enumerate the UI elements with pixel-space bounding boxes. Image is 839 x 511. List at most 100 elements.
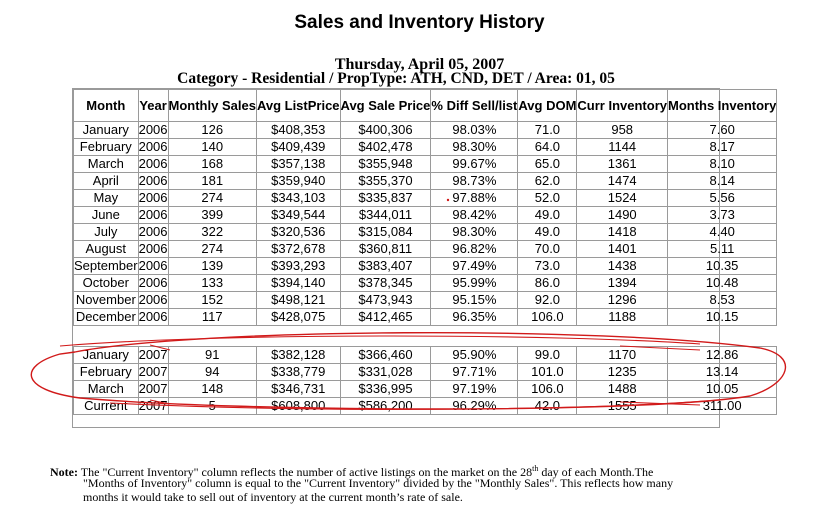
table-cell: 1235	[576, 363, 668, 381]
table-cell: $359,940	[255, 172, 341, 190]
column-header: Month	[73, 89, 139, 122]
table-cell: 1524	[576, 189, 668, 207]
table-row: September 2006 139 $393,293 $383,407 97.49% 73…	[73, 257, 778, 275]
table-cell: 98.73%	[430, 172, 519, 190]
table-cell: 99.67%	[430, 155, 519, 173]
table-cell: November	[73, 291, 139, 309]
table-cell: 96.82%	[430, 240, 519, 258]
table-cell: 140	[167, 138, 257, 156]
table-cell: 10.35	[666, 257, 778, 275]
table-cell: 96.29%	[430, 397, 519, 415]
table-cell: 86.0	[517, 274, 578, 292]
table-cell: 94	[167, 363, 257, 381]
table-cell: 2007	[137, 363, 169, 381]
table-cell: 65.0	[517, 155, 578, 173]
table-cell: January	[73, 346, 139, 364]
table-spacer	[73, 325, 777, 347]
table-cell: 4.40	[666, 223, 778, 241]
table-cell: $366,460	[339, 346, 432, 364]
table-cell: February	[73, 138, 139, 156]
table-cell: $408,353	[255, 121, 341, 139]
table-cell: 1418	[576, 223, 668, 241]
table-cell: $336,995	[339, 380, 432, 398]
table-cell: 70.0	[517, 240, 578, 258]
table-cell: 1170	[576, 346, 668, 364]
table-cell: 8.14	[666, 172, 778, 190]
table-cell: 117	[167, 308, 257, 326]
table-cell: 274	[167, 240, 257, 258]
category-line: Category - Residential / PropType: ATH, …	[177, 70, 615, 87]
page-title: Sales and Inventory History	[294, 12, 545, 33]
table-cell: June	[73, 206, 139, 224]
table-cell: $394,140	[255, 274, 341, 292]
inventory-table-frame: Month Year Monthly Sales Avg ListPrice Avg S…	[72, 88, 778, 428]
note-line3: months it would take to sell out of inve…	[83, 490, 463, 504]
table-cell: 3.73	[666, 206, 778, 224]
table-row: Current 2007 5 $608,800 $586,200 96.29% 42.0 15…	[73, 397, 778, 415]
table-cell: 101.0	[517, 363, 578, 381]
table-cell: 49.0	[517, 206, 578, 224]
table-cell: May	[73, 189, 139, 207]
table-cell: 2006	[137, 172, 169, 190]
table-cell: 2006	[137, 291, 169, 309]
table-cell: 1555	[576, 397, 668, 415]
table-cell: 106.0	[517, 308, 578, 326]
table-cell: September	[73, 257, 139, 275]
table-cell: 10.15	[666, 308, 778, 326]
table-cell: 168	[167, 155, 257, 173]
table-cell: 98.30%	[430, 223, 519, 241]
column-header: Year	[137, 89, 169, 122]
table-cell: 42.0	[517, 397, 578, 415]
table-cell: $382,128	[255, 346, 341, 364]
column-header: Curr Inventory	[576, 89, 668, 122]
table-row: August 2006 274 $372,678 $360,811 96.82% 70.0 1…	[73, 240, 778, 258]
table-body-2007: January 2007 91 $382,128 $366,460 95.90% 99.0 1…	[73, 346, 778, 415]
table-cell: October	[73, 274, 139, 292]
table-cell: 181	[167, 172, 257, 190]
table-cell: 2006	[137, 138, 169, 156]
table-header-row: Month Year Monthly Sales Avg ListPrice Avg S…	[73, 89, 778, 122]
table-cell: 5	[167, 397, 257, 415]
report-date: Thursday, April 05, 2007	[334, 56, 505, 73]
table-cell: $428,075	[255, 308, 341, 326]
table-cell: 92.0	[517, 291, 578, 309]
table-cell: 1296	[576, 291, 668, 309]
table-cell: February	[73, 363, 139, 381]
table-cell: 95.99%	[430, 274, 519, 292]
table-cell: April	[73, 172, 139, 190]
table-body-2006: January 2006 126 $408,353 $400,306 98.03% 71.0…	[73, 121, 778, 326]
table-row: January 2006 126 $408,353 $400,306 98.03% 71.0…	[73, 121, 778, 139]
table-cell: 98.42%	[430, 206, 519, 224]
table-cell: 10.48	[666, 274, 778, 292]
table-cell: $473,943	[339, 291, 432, 309]
footnote: Note: The "Current Inventory" column ref…	[50, 462, 810, 504]
note-line2: "Months of Inventory" column is equal to…	[83, 476, 674, 490]
table-cell: $402,478	[339, 138, 432, 156]
table-cell: 96.35%	[430, 308, 519, 326]
column-header: Months Inventory	[666, 89, 778, 122]
table-cell: 97.19%	[430, 380, 519, 398]
table-cell: $320,536	[255, 223, 341, 241]
table-cell: 2006	[137, 121, 169, 139]
table-cell: 62.0	[517, 172, 578, 190]
column-header: Avg ListPrice	[255, 89, 341, 122]
table-cell: 1488	[576, 380, 668, 398]
table-cell: $586,200	[339, 397, 432, 415]
table-cell: 95.15%	[430, 291, 519, 309]
table-cell: $346,731	[255, 380, 341, 398]
table-cell: 99.0	[517, 346, 578, 364]
table-cell: 274	[167, 189, 257, 207]
table-cell: 322	[167, 223, 257, 241]
table-cell: 97.49%	[430, 257, 519, 275]
table-cell: 399	[167, 206, 257, 224]
table-cell: $498,121	[255, 291, 341, 309]
table-cell: 2006	[137, 257, 169, 275]
table-cell: $360,811	[339, 240, 432, 258]
table-row: June 2006 399 $349,544 $344,011 98.42% 49.0 149…	[73, 206, 778, 224]
table-cell: 95.90%	[430, 346, 519, 364]
table-cell: 148	[167, 380, 257, 398]
table-cell: $338,779	[255, 363, 341, 381]
table-cell: 8.10	[666, 155, 778, 173]
table-cell: 98.03%	[430, 121, 519, 139]
table-cell: $315,084	[339, 223, 432, 241]
